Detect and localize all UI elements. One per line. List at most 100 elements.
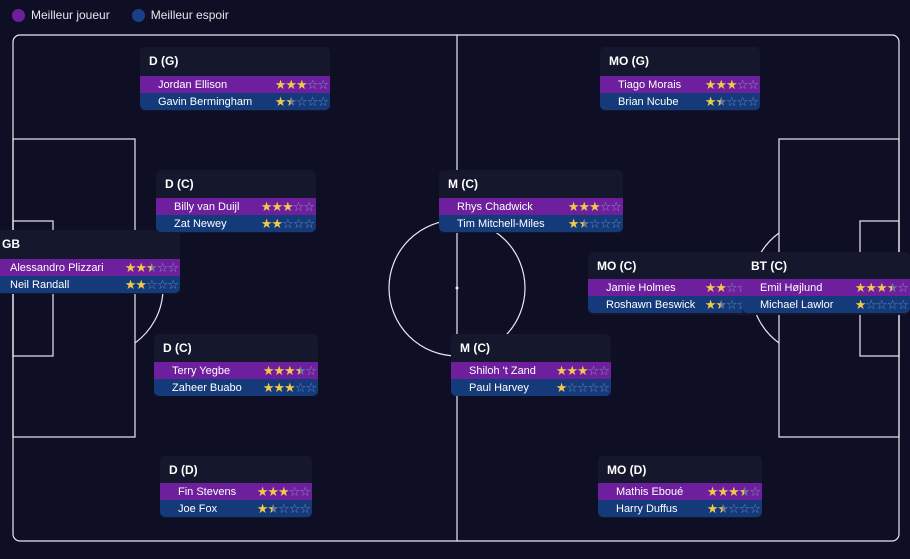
star-full-icon: ★ [274,77,287,92]
star-full-icon: ★ [284,363,296,378]
best-prospect-row[interactable]: Zaheer Buabo ★★★☆☆ [154,379,318,396]
player-name: Zaheer Buabo [172,381,242,394]
star-empty-icon: ☆ [292,216,305,231]
position-label: D (C) [163,341,192,355]
position-label: GB [2,237,20,251]
position-card-bt-center[interactable]: BT (C) Emil Højlund ★★★★☆ Michael Lawlor ★… [742,252,910,315]
star-full-icon: ★ [555,380,568,395]
best-player-row[interactable]: Terry Yegbe ★★★★☆ [154,362,318,379]
star-full-icon: ★ [567,216,580,231]
star-empty-icon: ☆ [736,94,749,109]
best-prospect-row[interactable]: Tim Mitchell-Miles ★★☆☆☆ [439,215,623,232]
star-full-icon: ★ [704,297,717,312]
star-full-icon: ★ [704,280,717,295]
position-card-m-center-1[interactable]: M (C) Rhys Chadwick ★★★☆☆ Tim Mitchell-Mi… [439,170,623,233]
star-full-icon: ★ [589,199,601,214]
player-name: Billy van Duijl [174,200,240,213]
star-full-icon: ★ [271,199,283,214]
best-player-row[interactable]: Fin Stevens ★★★☆☆ [160,483,312,500]
star-full-icon: ★ [854,297,867,312]
player-name: Paul Harvey [469,381,529,394]
star-empty-icon: ☆ [156,277,169,292]
star-full-icon: ★ [273,380,285,395]
best-player-row[interactable]: Jamie Holmes★★☆☆☆ [588,279,760,296]
star-rating: ★★☆☆☆ [257,500,312,517]
player-name: Harry Duffus [616,502,678,515]
position-card-d-center-2[interactable]: D (C) Terry Yegbe ★★★★☆ Zaheer Buabo ★★★☆☆ [154,334,318,396]
legend-best-player: Meilleur joueur [12,8,110,22]
star-full-icon: ★ [854,280,867,295]
position-label: MO (G) [609,54,649,68]
star-empty-icon: ☆ [167,260,179,275]
star-rating: ★☆☆☆☆ [855,296,910,313]
player-name: Zat Newey [174,217,227,230]
star-full-icon: ★ [706,484,719,499]
position-label: D (C) [165,177,194,191]
star-empty-icon: ☆ [736,77,749,92]
player-name: Terry Yegbe [172,364,231,377]
star-rating: ★★★★☆ [707,483,762,500]
star-rating: ★★★★☆ [855,279,910,296]
best-prospect-row[interactable]: Brian Ncube ★★☆☆☆ [600,93,760,110]
star-rating: ★★★★☆ [263,362,318,379]
position-card-mo-right[interactable]: MO (D) Mathis Eboué ★★★★☆ Harry Duffus ★★☆… [598,456,762,518]
star-empty-icon: ☆ [726,297,738,312]
best-prospect-row[interactable]: Roshawn Beswick★★☆☆☆ [588,296,760,313]
best-player-row[interactable]: Alessandro Plizzari ★★★☆☆ [0,259,180,276]
star-full-icon: ★ [566,363,578,378]
best-player-row[interactable]: Rhys Chadwick ★★★☆☆ [439,198,623,215]
star-empty-icon: ☆ [288,501,301,516]
player-name: Mathis Eboué [616,485,684,498]
best-player-row[interactable]: Mathis Eboué ★★★★☆ [598,483,762,500]
player-name: Emil Højlund [760,281,823,294]
position-card-d-center-1[interactable]: D (C) Billy van Duijl ★★★☆☆ Zat Newey ★★☆☆… [156,170,316,233]
star-empty-icon: ☆ [865,297,877,312]
star-empty-icon: ☆ [610,199,622,214]
best-player-dot-icon [12,8,25,22]
position-card-mo-left[interactable]: MO (G) Tiago Morais ★★★☆☆ Brian Ncube ★★☆☆… [600,47,760,111]
star-empty-icon: ☆ [587,380,600,395]
star-empty-icon: ☆ [294,380,307,395]
star-full-icon: ★ [267,484,279,499]
star-full-icon: ★ [555,363,568,378]
star-half-icon: ★ [578,216,590,231]
position-label: MO (C) [597,259,637,273]
best-prospect-row[interactable]: Michael Lawlor ★☆☆☆☆ [742,296,910,313]
best-prospect-row[interactable]: Paul Harvey ★☆☆☆☆ [451,379,611,396]
best-prospect-dot-icon [131,8,145,22]
star-empty-icon: ☆ [278,501,290,516]
position-card-d-left[interactable]: D (G) Jordan Ellison ★★★☆☆ Gavin Bermingh… [140,47,330,111]
star-empty-icon: ☆ [282,216,294,231]
position-card-gb[interactable]: GB Alessandro Plizzari ★★★☆☆ Neil Randall… [0,230,180,294]
best-player-row[interactable]: Jordan Ellison ★★★☆☆ [140,76,330,93]
star-half-icon: ★ [267,501,279,516]
star-rating: ★★★☆☆ [261,198,316,215]
position-card-mo-center[interactable]: MO (C) Jamie Holmes★★☆☆☆ Roshawn Beswick… [588,252,760,315]
best-prospect-row[interactable]: Neil Randall ★★☆☆☆ [0,276,180,293]
legend: Meilleur joueur Meilleur espoir [12,8,229,22]
best-player-row[interactable]: Tiago Morais ★★★☆☆ [600,76,760,93]
position-card-m-center-2[interactable]: M (C) Shiloh 't Zand ★★★☆☆ Paul Harvey ★☆☆… [451,334,611,396]
star-empty-icon: ☆ [587,363,600,378]
star-full-icon: ★ [296,77,308,92]
star-rating: ★★☆☆☆ [705,93,760,110]
star-empty-icon: ☆ [303,199,315,214]
position-label: M (C) [448,177,478,191]
star-full-icon: ★ [577,363,589,378]
star-empty-icon: ☆ [577,380,589,395]
best-player-row[interactable]: Shiloh 't Zand ★★★☆☆ [451,362,611,379]
best-prospect-row[interactable]: Harry Duffus ★★☆☆☆ [598,500,762,517]
star-empty-icon: ☆ [886,297,899,312]
star-empty-icon: ☆ [146,277,158,292]
position-label: MO (D) [607,463,647,477]
best-player-row[interactable]: Emil Højlund ★★★★☆ [742,279,910,296]
best-player-row[interactable]: Billy van Duijl ★★★☆☆ [156,198,316,215]
legend-best-prospect: Meilleur espoir [131,8,229,22]
star-empty-icon: ☆ [749,501,761,516]
best-prospect-row[interactable]: Joe Fox ★★☆☆☆ [160,500,312,517]
best-prospect-row[interactable]: Gavin Bermingham ★★☆☆☆ [140,93,330,110]
position-card-d-right[interactable]: D (D) Fin Stevens ★★★☆☆ Joe Fox ★★☆☆☆ [160,456,312,518]
star-empty-icon: ☆ [726,94,738,109]
best-prospect-row[interactable]: Zat Newey ★★☆☆☆ [156,215,316,232]
star-empty-icon: ☆ [876,297,888,312]
